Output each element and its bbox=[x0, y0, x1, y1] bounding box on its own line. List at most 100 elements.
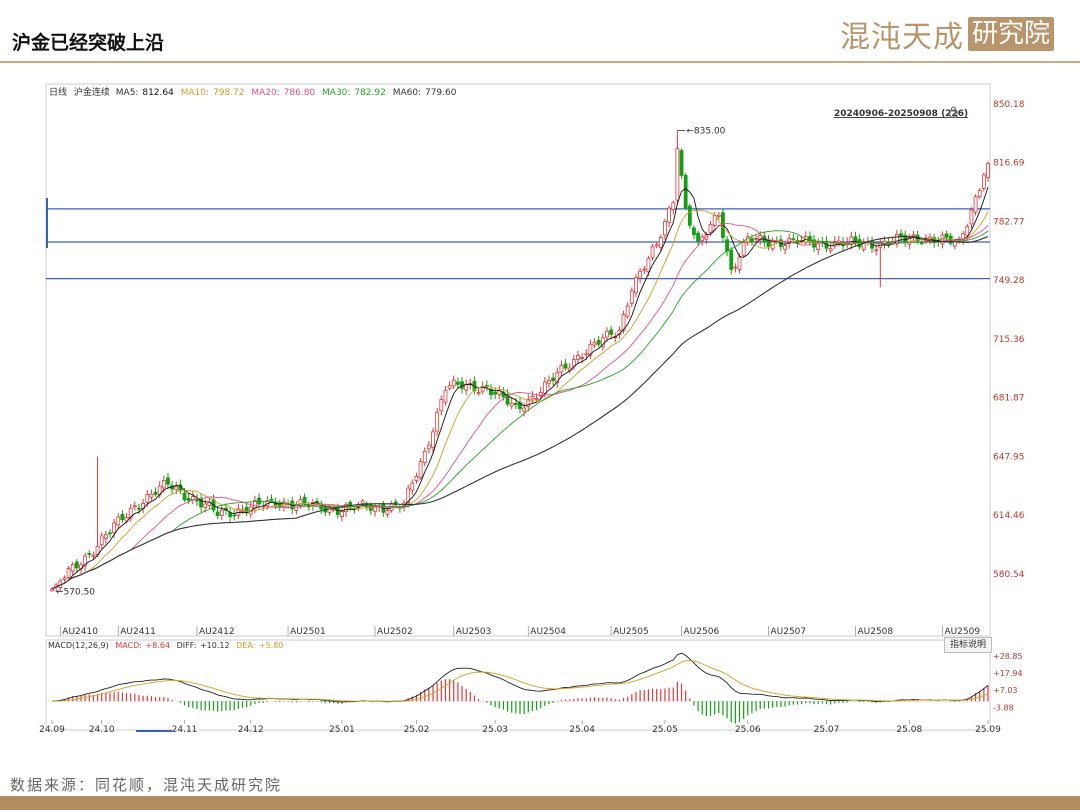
candle-body bbox=[667, 207, 671, 223]
macd-y-tick: +7.03 bbox=[993, 686, 1018, 695]
candle-body bbox=[66, 568, 71, 578]
candle-body bbox=[426, 444, 431, 450]
candle-body bbox=[861, 243, 866, 250]
candle-body bbox=[124, 516, 129, 522]
candle-body bbox=[190, 496, 195, 501]
candle-body bbox=[385, 510, 390, 515]
candle-body bbox=[969, 209, 974, 225]
date-label: 24.09 bbox=[39, 725, 65, 735]
indicator-help-button[interactable]: 指标说明 bbox=[944, 637, 992, 653]
candle-body bbox=[542, 381, 547, 394]
candle-body bbox=[874, 249, 879, 252]
date-label: 25.03 bbox=[482, 725, 508, 735]
candle-body bbox=[638, 270, 643, 279]
candle-body bbox=[675, 148, 680, 201]
candle-body bbox=[414, 475, 419, 481]
y-tick-label: 580.54 bbox=[993, 570, 1025, 580]
date-label: 25.09 bbox=[975, 725, 1001, 735]
candle-body bbox=[62, 577, 67, 580]
legend-symbol: 沪金连续 bbox=[74, 86, 110, 98]
legend-ma5-label: MA5: bbox=[116, 88, 139, 98]
title-divider bbox=[0, 61, 1080, 63]
legend-ma30: 782.92 bbox=[354, 88, 386, 98]
candle-body bbox=[596, 339, 601, 345]
candle-body bbox=[903, 234, 908, 242]
candle-body bbox=[522, 407, 527, 412]
candle-body bbox=[360, 500, 365, 504]
macd-legend: MACD(12,26,9) MACD: +8.64 DIFF: +10.12 D… bbox=[48, 641, 283, 650]
candle-body bbox=[509, 402, 514, 407]
legend-ma30-label: MA30: bbox=[322, 88, 350, 98]
macd-title: MACD(12,26,9) bbox=[48, 641, 109, 650]
candle-body bbox=[83, 555, 88, 567]
candle-body bbox=[576, 355, 580, 360]
y-tick-label: 614.46 bbox=[993, 511, 1025, 521]
brand-calligraphy: 混沌天成 bbox=[839, 20, 964, 55]
candle-body bbox=[315, 500, 319, 503]
date-label: 25.04 bbox=[569, 725, 595, 735]
y-tick-label: 816.69 bbox=[993, 158, 1025, 168]
candle-body bbox=[422, 450, 427, 463]
diff-value: +10.12 bbox=[200, 641, 230, 650]
candle-body bbox=[302, 496, 307, 504]
legend-ma5: 812.64 bbox=[142, 88, 174, 98]
legend-ma20: 786.80 bbox=[284, 88, 316, 98]
candle-body bbox=[671, 202, 676, 210]
candle-body bbox=[534, 398, 539, 400]
candle-body bbox=[153, 491, 158, 495]
candle-body bbox=[737, 256, 742, 271]
candle-body bbox=[493, 391, 498, 395]
candle-body bbox=[981, 174, 986, 189]
legend-ma10: 798.72 bbox=[213, 88, 245, 98]
candle-body bbox=[708, 223, 713, 233]
contract-label: AU2507 bbox=[770, 627, 806, 637]
macd-y-tick: +17.94 bbox=[993, 669, 1023, 678]
candle-body bbox=[696, 232, 700, 242]
candle-body bbox=[629, 290, 634, 304]
high-label: ←835.00 bbox=[686, 126, 725, 136]
bottom-bar bbox=[0, 796, 1080, 810]
candle-body bbox=[128, 507, 133, 519]
candle-body bbox=[476, 391, 481, 394]
diff-line bbox=[51, 652, 989, 703]
date-label: 25.06 bbox=[735, 725, 761, 735]
candle-body bbox=[787, 237, 792, 244]
candle-body bbox=[50, 588, 54, 592]
candle-body bbox=[783, 245, 787, 250]
candle-body bbox=[683, 174, 688, 209]
candle-body bbox=[108, 532, 112, 535]
candle-body bbox=[161, 480, 166, 489]
legend-ma60: 779.60 bbox=[425, 88, 457, 98]
candle-body bbox=[269, 498, 274, 501]
contract-label: AU2502 bbox=[377, 627, 413, 637]
date-label: 24.11 bbox=[172, 725, 198, 735]
candle-body bbox=[439, 399, 444, 412]
date-label: 24.12 bbox=[238, 725, 264, 735]
candle-body bbox=[120, 513, 125, 521]
candle-body bbox=[642, 268, 647, 271]
legend-ma10-label: MA10: bbox=[181, 88, 209, 98]
candle-body bbox=[149, 493, 154, 498]
candle-body bbox=[393, 501, 398, 506]
candle-body bbox=[555, 372, 560, 384]
legend-row: 日线 沪金连续 MA5: 812.64 MA10: 798.72 MA20: 7… bbox=[49, 86, 457, 98]
candle-body bbox=[571, 359, 576, 367]
candle-body bbox=[712, 214, 717, 226]
y-tick-label: 850.18 bbox=[993, 100, 1025, 110]
contract-label: AU2412 bbox=[199, 627, 235, 637]
legend-period: 日线 bbox=[49, 86, 67, 98]
candle-body bbox=[418, 461, 423, 479]
candle-body bbox=[621, 314, 626, 331]
contract-label: AU2508 bbox=[857, 627, 893, 637]
candle-body bbox=[733, 266, 738, 269]
candle-body bbox=[692, 227, 696, 236]
y-tick-label: 782.77 bbox=[993, 217, 1025, 227]
candle-body bbox=[257, 497, 261, 505]
candle-body bbox=[530, 396, 535, 400]
candle-body bbox=[679, 150, 684, 176]
candle-body bbox=[91, 554, 96, 557]
candle-body bbox=[634, 277, 638, 294]
ma60-line bbox=[51, 236, 989, 590]
candle-body bbox=[658, 236, 663, 248]
contract-label: AU2501 bbox=[290, 627, 326, 637]
